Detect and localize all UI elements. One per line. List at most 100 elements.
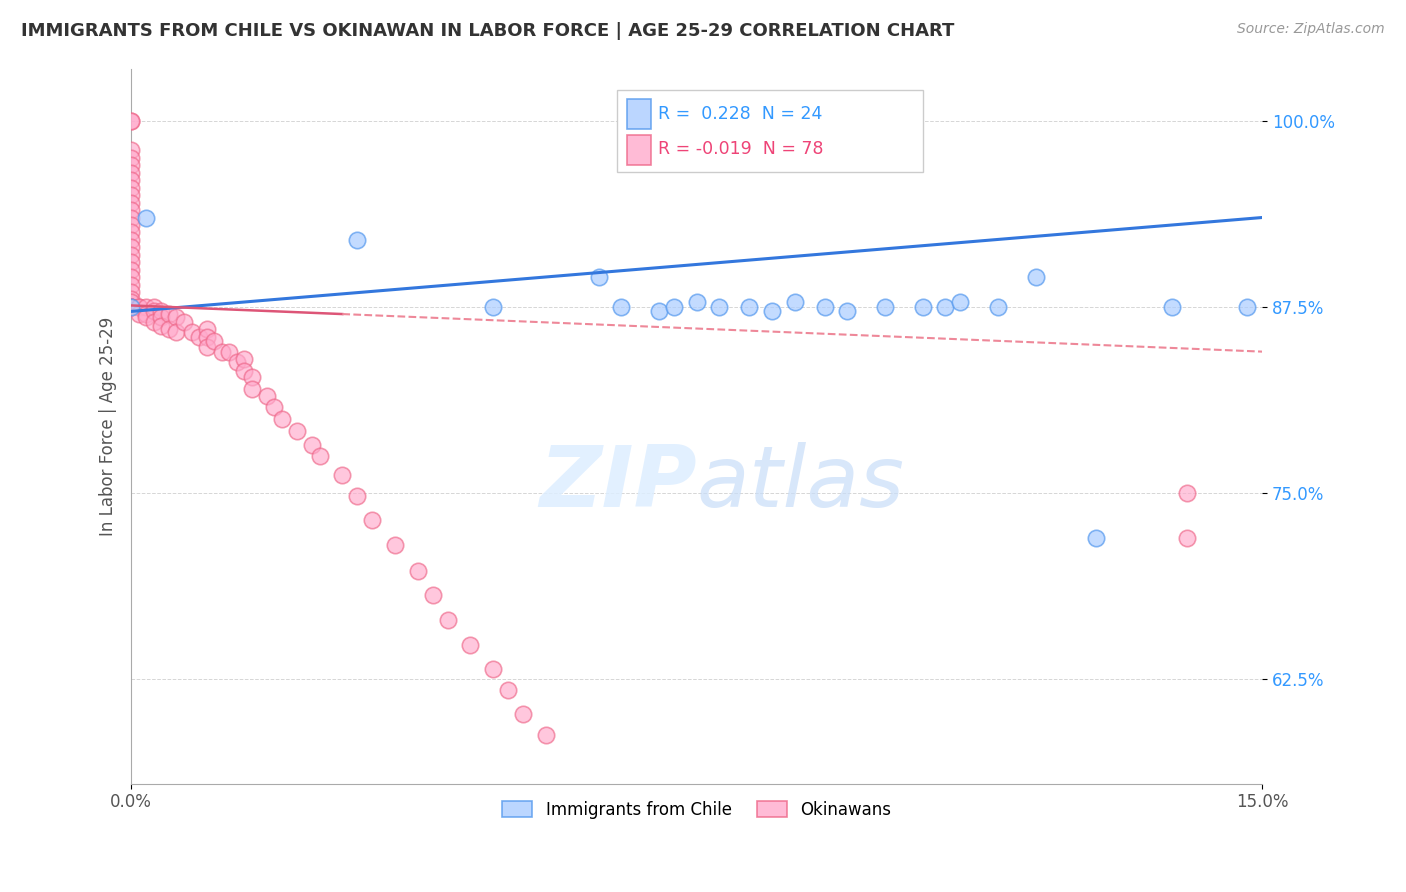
Point: [987, 300, 1010, 314]
Point: [195, 340, 218, 354]
Point: [1025, 270, 1047, 285]
Point: [496, 682, 519, 697]
Legend: Immigrants from Chile, Okinawans: Immigrants from Chile, Okinawans: [496, 794, 897, 825]
Point: [346, 489, 368, 503]
Point: [225, 355, 247, 369]
Point: [837, 304, 859, 318]
Point: [271, 411, 294, 425]
Point: [263, 400, 285, 414]
Point: [135, 310, 157, 325]
Point: [142, 315, 165, 329]
Point: [120, 295, 142, 310]
Point: [240, 382, 263, 396]
Point: [195, 329, 218, 343]
Point: [150, 319, 173, 334]
Point: [662, 300, 685, 314]
Point: [1175, 531, 1198, 545]
Point: [1236, 300, 1258, 314]
Point: [256, 389, 278, 403]
Point: [610, 300, 633, 314]
Point: [120, 233, 142, 247]
Point: [422, 587, 444, 601]
Text: IMMIGRANTS FROM CHILE VS OKINAWAN IN LABOR FORCE | AGE 25-29 CORRELATION CHART: IMMIGRANTS FROM CHILE VS OKINAWAN IN LAB…: [21, 22, 955, 40]
Point: [588, 270, 610, 285]
Point: [783, 295, 806, 310]
Point: [120, 293, 142, 307]
Point: [685, 295, 707, 310]
Text: R = -0.019  N = 78: R = -0.019 N = 78: [658, 140, 824, 159]
Point: [911, 300, 934, 314]
Point: [180, 325, 202, 339]
Point: [648, 304, 671, 318]
Point: [120, 270, 142, 285]
Point: [135, 211, 157, 225]
Point: [195, 322, 218, 336]
Point: [233, 352, 256, 367]
Point: [1085, 531, 1108, 545]
Point: [120, 203, 142, 218]
Point: [460, 638, 482, 652]
Point: [346, 233, 368, 247]
Point: [120, 262, 142, 277]
Point: [120, 180, 142, 194]
Point: [120, 300, 142, 314]
Point: [482, 662, 505, 676]
Point: [285, 424, 308, 438]
Point: [1160, 300, 1182, 314]
Point: [738, 300, 761, 314]
Point: [128, 300, 150, 314]
Point: [120, 195, 142, 210]
Point: [120, 173, 142, 187]
Point: [135, 300, 157, 314]
Point: [157, 322, 180, 336]
Point: [188, 329, 211, 343]
Point: [120, 188, 142, 202]
FancyBboxPatch shape: [617, 90, 922, 172]
Point: [120, 277, 142, 292]
Point: [120, 166, 142, 180]
Point: [120, 113, 142, 128]
Point: [128, 300, 150, 314]
Point: [120, 144, 142, 158]
Y-axis label: In Labor Force | Age 25-29: In Labor Force | Age 25-29: [100, 317, 117, 536]
Point: [166, 310, 188, 325]
Point: [120, 240, 142, 254]
Point: [1175, 486, 1198, 500]
Point: [202, 334, 225, 349]
Point: [120, 151, 142, 165]
Point: [120, 248, 142, 262]
Point: [142, 300, 165, 314]
Point: [233, 364, 256, 378]
Point: [150, 310, 173, 325]
Text: ZIP: ZIP: [538, 442, 696, 524]
Point: [120, 300, 142, 314]
Text: R =  0.228  N = 24: R = 0.228 N = 24: [658, 104, 823, 122]
Point: [482, 300, 505, 314]
Point: [157, 307, 180, 321]
Point: [240, 370, 263, 384]
Point: [211, 344, 233, 359]
Point: [142, 304, 165, 318]
Point: [437, 613, 460, 627]
Point: [308, 449, 330, 463]
Point: [120, 300, 142, 314]
Point: [361, 513, 384, 527]
Point: [934, 300, 956, 314]
Point: [135, 307, 157, 321]
Point: [406, 564, 429, 578]
FancyBboxPatch shape: [627, 99, 651, 129]
Point: [330, 468, 353, 483]
Point: [218, 344, 240, 359]
Point: [166, 325, 188, 339]
Point: [120, 300, 142, 314]
Point: [761, 304, 783, 318]
Point: [120, 255, 142, 269]
Point: [949, 295, 972, 310]
Point: [120, 226, 142, 240]
Point: [709, 300, 731, 314]
Point: [120, 285, 142, 299]
Point: [875, 300, 897, 314]
Point: [512, 706, 534, 721]
Text: Source: ZipAtlas.com: Source: ZipAtlas.com: [1237, 22, 1385, 37]
Point: [150, 304, 173, 318]
